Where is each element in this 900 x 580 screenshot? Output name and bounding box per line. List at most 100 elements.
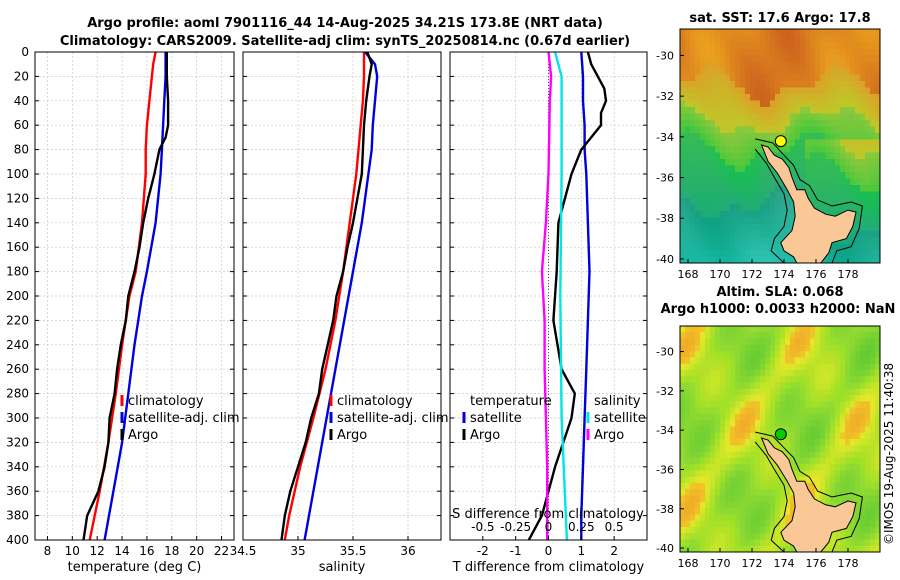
series-line-s-satellite bbox=[553, 51, 569, 541]
s-diff-tick-label: 0.25 bbox=[568, 520, 595, 534]
map-x-tick-label: 176 bbox=[806, 557, 827, 570]
x-axis-label: T difference from climatology bbox=[452, 560, 645, 575]
x-tick-label: 16 bbox=[139, 544, 154, 558]
y-tick-label: 180 bbox=[6, 265, 29, 279]
x-tick-label: 35 bbox=[290, 544, 305, 558]
x-tick-label: 20 bbox=[189, 544, 204, 558]
y-tick-label: 160 bbox=[6, 240, 29, 254]
north-island-land bbox=[760, 437, 857, 553]
x-axis-label: temperature (deg C) bbox=[68, 560, 202, 575]
legend-t-argo-label: Argo bbox=[470, 428, 500, 443]
map-y-tick-label: -36 bbox=[656, 172, 674, 185]
x-tick-label: -2 bbox=[477, 544, 489, 558]
map-y-tick-label: -32 bbox=[656, 90, 674, 103]
map-subtitle: Argo h1000: 0.0033 h2000: NaN bbox=[661, 302, 896, 317]
difference-panel: -2 -1 0 1 2 T difference from climatology -0.5… bbox=[449, 51, 648, 575]
map-x-tick-label: 170 bbox=[710, 268, 731, 281]
argo-position-marker bbox=[774, 135, 787, 148]
y-tick-label: 60 bbox=[14, 118, 29, 132]
legend-s-argo-label: Argo bbox=[594, 428, 624, 443]
y-tick-label: 260 bbox=[6, 362, 29, 376]
y-tick-label: 40 bbox=[14, 94, 29, 108]
legend-climatology-label: climatology bbox=[128, 394, 204, 409]
argo-position-marker bbox=[774, 428, 787, 441]
map-y-tick-label: -38 bbox=[656, 503, 674, 516]
s-diff-tick-label: 0.5 bbox=[605, 520, 624, 534]
map-x-tick-label: 172 bbox=[742, 557, 763, 570]
x-tick-label: 36 bbox=[400, 544, 415, 558]
sla-map-panel: Altim. SLA: 0.068 Argo h1000: 0.0033 h200… bbox=[656, 285, 895, 570]
map-frame bbox=[679, 325, 881, 553]
legend-s-satellite-label: satellite bbox=[594, 411, 646, 426]
map-x-tick-label: 174 bbox=[774, 557, 795, 570]
map-x-tick-label: 172 bbox=[742, 268, 763, 281]
map-y-tick-label: -32 bbox=[656, 385, 674, 398]
series-line-argo bbox=[280, 51, 373, 541]
shelf-contour-west bbox=[754, 441, 788, 553]
s-diff-tick-label: -0.5 bbox=[471, 520, 494, 534]
s-diff-axis-label: S difference from climatology bbox=[452, 507, 644, 522]
north-island-land bbox=[760, 144, 857, 264]
s-diff-tick-label: 0 bbox=[545, 520, 553, 534]
x-tick-label: 1 bbox=[578, 544, 586, 558]
y-tick-label: 400 bbox=[6, 533, 29, 547]
map-x-tick-label: 178 bbox=[838, 557, 859, 570]
legend-salinity-title: salinity bbox=[594, 394, 641, 409]
x-tick-label: 22 bbox=[214, 544, 229, 558]
x-tick-label: 0 bbox=[545, 544, 553, 558]
figure-title-line2: Climatology: CARS2009. Satellite-adj cli… bbox=[60, 34, 630, 49]
temperature-panel: 0 20 40 60 80 100 120 140 160 180 200 220 240 260 280 3… bbox=[6, 45, 240, 575]
x-axis-label: salinity bbox=[319, 560, 366, 575]
imos-watermark: ©IMOS 19-Aug-2025 11:40:38 bbox=[882, 363, 896, 545]
map-y-tick-label: -30 bbox=[656, 49, 674, 62]
map-y-tick-label: -34 bbox=[656, 131, 674, 144]
shelf-contour bbox=[755, 431, 863, 553]
y-tick-label: 140 bbox=[6, 216, 29, 230]
y-tick-label: 200 bbox=[6, 289, 29, 303]
x-tick-label: 18 bbox=[164, 544, 179, 558]
map-x-tick-label: 168 bbox=[678, 268, 699, 281]
legend-argo-label: Argo bbox=[128, 428, 158, 443]
map-x-tick-label: 168 bbox=[678, 557, 699, 570]
y-tick-label: 380 bbox=[6, 509, 29, 523]
x-tick-label: 10 bbox=[65, 544, 80, 558]
y-tick-label: 360 bbox=[6, 484, 29, 498]
series-line-s-argo bbox=[540, 51, 553, 540]
map-x-tick-label: 178 bbox=[838, 268, 859, 281]
y-tick-label: 300 bbox=[6, 411, 29, 425]
map-x-tick-label: 170 bbox=[710, 557, 731, 570]
x-tick-label: 35.5 bbox=[340, 544, 367, 558]
y-tick-label: 280 bbox=[6, 387, 29, 401]
map-frame bbox=[679, 28, 881, 264]
series-line-satellite-adj-clim bbox=[303, 51, 379, 541]
legend-temperature-title: temperature bbox=[470, 394, 552, 409]
map-y-tick-label: -30 bbox=[656, 346, 674, 359]
x-tick-label: 14 bbox=[114, 544, 129, 558]
y-tick-label: 320 bbox=[6, 435, 29, 449]
map-x-tick-label: 174 bbox=[774, 268, 795, 281]
x-tick-label: 8 bbox=[44, 544, 52, 558]
map-y-tick-label: -40 bbox=[656, 253, 674, 266]
series-line-t-satellite bbox=[580, 51, 591, 540]
x-tick-label: -1 bbox=[510, 544, 522, 558]
y-tick-label: 340 bbox=[6, 460, 29, 474]
legend-satellite-adj-label: satellite-adj. clim bbox=[337, 411, 449, 426]
x-tick-label: 2 bbox=[610, 544, 618, 558]
x-tick-label: 34.5 bbox=[230, 544, 257, 558]
shelf-contour bbox=[755, 138, 863, 264]
map-y-tick-label: -40 bbox=[656, 542, 674, 555]
legend-climatology-label: climatology bbox=[337, 394, 413, 409]
map-x-tick-label: 176 bbox=[806, 268, 827, 281]
legend-satellite-adj-label: satellite-adj. clim bbox=[128, 411, 240, 426]
map-y-tick-label: -36 bbox=[656, 463, 674, 476]
y-tick-label: 0 bbox=[21, 45, 29, 59]
y-tick-label: 240 bbox=[6, 338, 29, 352]
y-tick-label: 120 bbox=[6, 191, 29, 205]
map-title: sat. SST: 17.6 Argo: 17.8 bbox=[689, 11, 870, 26]
y-tick-label: 20 bbox=[14, 69, 29, 83]
map-y-tick-label: -34 bbox=[656, 424, 674, 437]
x-tick-label: 12 bbox=[90, 544, 105, 558]
salinity-panel: 34.5 35 35.5 36 salinity climatology satellite… bbox=[230, 51, 449, 575]
figure-title-line1: Argo profile: aoml 7901116_44 14-Aug-202… bbox=[87, 16, 603, 31]
